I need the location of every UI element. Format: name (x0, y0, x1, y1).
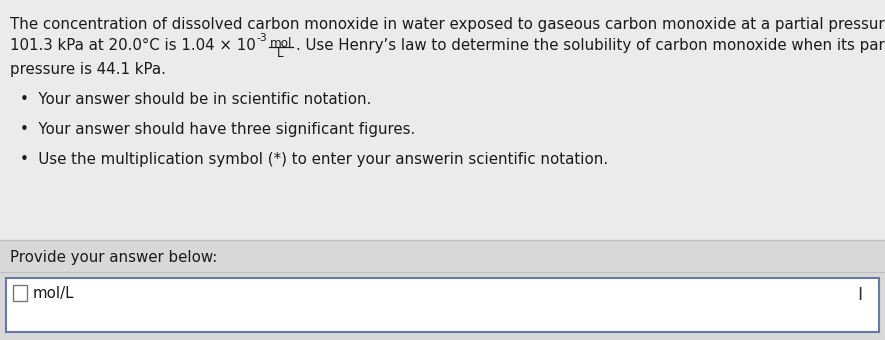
Text: mol/L: mol/L (33, 286, 74, 301)
Text: 101.3 kPa at 20.0°C is 1.04 × 10: 101.3 kPa at 20.0°C is 1.04 × 10 (10, 38, 256, 53)
Text: •  Your answer should have three significant figures.: • Your answer should have three signific… (20, 122, 415, 137)
Text: •  Your answer should be in scientific notation.: • Your answer should be in scientific no… (20, 92, 372, 107)
Text: mol: mol (270, 37, 292, 50)
Text: . Use Henry’s law to determine the solubility of carbon monoxide when its partia: . Use Henry’s law to determine the solub… (296, 38, 885, 53)
Bar (0, 240, 885, 340)
Text: -3: -3 (257, 33, 267, 43)
Text: pressure is 44.1 kPa.: pressure is 44.1 kPa. (10, 62, 165, 77)
Text: The concentration of dissolved carbon monoxide in water exposed to gaseous carbo: The concentration of dissolved carbon mo… (10, 17, 885, 32)
Bar (6, 278, 879, 332)
Text: L: L (277, 47, 284, 60)
Text: I: I (858, 286, 863, 304)
Text: •  Use the multiplication symbol (*) to enter your answer​in scientific notation: • Use the multiplication symbol (*) to e… (20, 152, 608, 167)
Bar (0, 0, 885, 240)
Text: Provide your answer below:: Provide your answer below: (10, 250, 217, 265)
Bar (13, 285, 27, 301)
